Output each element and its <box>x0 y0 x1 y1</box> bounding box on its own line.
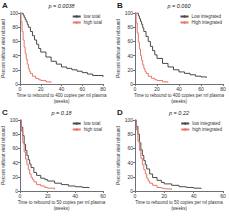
svg-text:0: 0 <box>15 81 18 87</box>
svg-text:60: 60 <box>127 145 133 151</box>
svg-text:Time to rebound to 400 copies: Time to rebound to 400 copies per ml pla… <box>16 93 107 98</box>
svg-text:high total: high total <box>84 127 102 132</box>
svg-text:80: 80 <box>12 24 18 30</box>
svg-text:40: 40 <box>73 193 79 199</box>
svg-text:Percent without viral rebound: Percent without viral rebound <box>116 19 121 78</box>
svg-text:0: 0 <box>15 188 18 194</box>
svg-text:p = 0.0038: p = 0.0038 <box>47 3 75 9</box>
svg-text:(weeks): (weeks) <box>54 206 70 211</box>
svg-text:100: 100 <box>10 117 19 123</box>
svg-text:(weeks): (weeks) <box>54 99 70 104</box>
svg-text:Percent without viral rebound: Percent without viral rebound <box>1 19 6 78</box>
svg-text:60: 60 <box>127 38 133 44</box>
svg-text:60: 60 <box>79 86 85 92</box>
svg-text:60: 60 <box>220 193 226 199</box>
svg-text:20: 20 <box>38 86 44 92</box>
svg-text:60: 60 <box>198 86 204 92</box>
svg-text:high integrated: high integrated <box>192 127 222 132</box>
svg-text:low integrated: low integrated <box>192 121 221 126</box>
svg-text:100: 100 <box>125 117 134 123</box>
svg-text:80: 80 <box>100 86 106 92</box>
svg-text:20: 20 <box>162 193 168 199</box>
svg-text:20: 20 <box>127 67 133 73</box>
svg-text:(weeks): (weeks) <box>171 99 187 104</box>
svg-text:low total: low total <box>84 14 101 19</box>
svg-text:60: 60 <box>12 38 18 44</box>
svg-text:60: 60 <box>12 145 18 151</box>
svg-text:80: 80 <box>127 131 133 137</box>
svg-text:40: 40 <box>127 160 133 166</box>
svg-text:0: 0 <box>134 193 137 199</box>
svg-text:Time to rebound to 400 copies: Time to rebound to 400 copies per ml pla… <box>134 93 225 98</box>
svg-text:0: 0 <box>19 193 22 199</box>
svg-text:20: 20 <box>12 67 18 73</box>
svg-text:20: 20 <box>127 174 133 180</box>
svg-text:Percent without viral rebound: Percent without viral rebound <box>1 126 6 185</box>
svg-text:low total: low total <box>84 121 101 126</box>
svg-text:80: 80 <box>127 24 133 30</box>
svg-text:20: 20 <box>154 86 160 92</box>
svg-text:high total: high total <box>84 20 102 25</box>
svg-text:40: 40 <box>127 53 133 59</box>
svg-text:Low integrated: Low integrated <box>191 14 221 19</box>
svg-text:Percent without viral rebound: Percent without viral rebound <box>116 126 121 185</box>
svg-text:100: 100 <box>10 10 19 16</box>
svg-text:0: 0 <box>130 81 133 87</box>
svg-text:(weeks): (weeks) <box>171 206 187 211</box>
svg-text:40: 40 <box>191 193 197 199</box>
svg-text:p = 0.060: p = 0.060 <box>166 3 191 9</box>
svg-text:80: 80 <box>220 86 226 92</box>
svg-text:100: 100 <box>125 10 134 16</box>
svg-text:0: 0 <box>130 188 133 194</box>
svg-text:20: 20 <box>45 193 51 199</box>
svg-text:60: 60 <box>100 193 106 199</box>
svg-text:B: B <box>117 1 123 10</box>
svg-text:80: 80 <box>12 131 18 137</box>
svg-text:40: 40 <box>12 53 18 59</box>
svg-text:p = 0.18: p = 0.18 <box>50 110 72 116</box>
svg-text:40: 40 <box>59 86 65 92</box>
svg-text:p = 0.22: p = 0.22 <box>168 110 189 116</box>
svg-text:40: 40 <box>12 160 18 166</box>
svg-text:A: A <box>2 1 8 10</box>
svg-text:Time to rebound to 50 copies p: Time to rebound to 50 copies per ml plas… <box>18 200 106 205</box>
svg-text:High integrated: High integrated <box>191 20 222 25</box>
svg-text:D: D <box>117 108 123 117</box>
svg-text:C: C <box>2 108 8 117</box>
svg-text:20: 20 <box>12 174 18 180</box>
svg-text:0: 0 <box>19 86 22 92</box>
svg-text:40: 40 <box>176 86 182 92</box>
svg-text:Time to rebound to 50 copies p: Time to rebound to 50 copies per ml plas… <box>135 200 223 205</box>
svg-text:0: 0 <box>134 86 137 92</box>
